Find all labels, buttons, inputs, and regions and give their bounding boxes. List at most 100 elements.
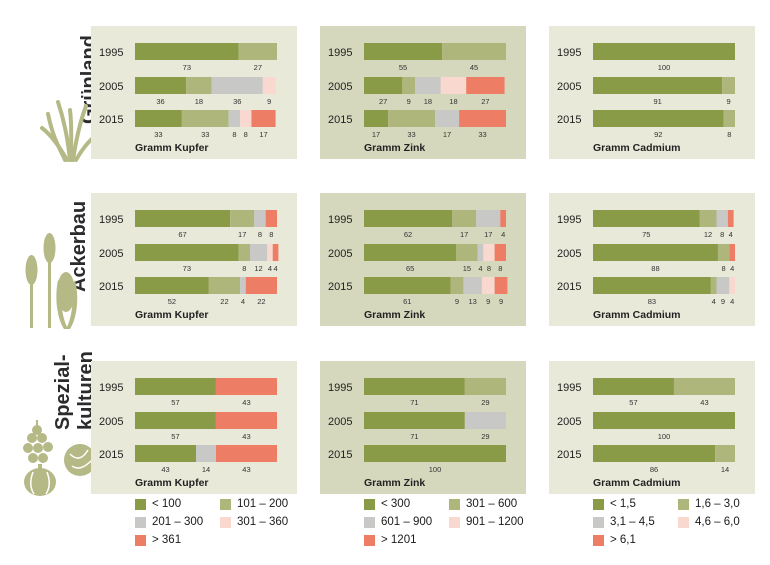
data-label: 65 <box>406 264 414 273</box>
data-label: 12 <box>704 230 712 239</box>
chart-panel: 1995 62 17 17 4 2005 65 15 4 8 8 2015 61 9 13 9 9 Gramm Z… <box>320 193 526 326</box>
data-label: 18 <box>195 97 203 106</box>
data-label: 17 <box>259 130 267 139</box>
year-label: 2005 <box>557 416 581 428</box>
legend-cadmium: < 1,5 1,6 – 3,0 3,1 – 4,5 4,6 – 6,0 > 6,1 <box>593 498 763 558</box>
data-label: 29 <box>481 398 489 407</box>
legend-label: 101 – 200 <box>237 498 289 510</box>
bar-segment <box>481 277 495 294</box>
legend-kupfer: < 100 101 – 200 201 – 300 301 – 360 > 361 <box>135 498 305 558</box>
bar-segment <box>494 244 506 261</box>
bar-segment <box>364 210 453 227</box>
bar-segment <box>267 244 273 261</box>
legend-item: 301 – 600 <box>449 498 517 510</box>
bar-segment <box>593 43 735 60</box>
data-label: 17 <box>372 130 380 139</box>
bar-segment <box>593 445 716 462</box>
bar-segment <box>722 77 735 94</box>
legend-label: 4,6 – 6,0 <box>695 516 740 528</box>
bar-segment <box>230 210 255 227</box>
chart-svg: 1995 100 2005 91 9 2015 92 8 Gramm Cadmium <box>549 26 755 159</box>
bar-segment <box>727 210 734 227</box>
year-label: 2005 <box>328 81 352 93</box>
bar-segment <box>251 110 276 127</box>
data-label: 100 <box>429 465 442 474</box>
data-label: 55 <box>399 63 407 72</box>
bar-segment <box>593 77 723 94</box>
bar-segment <box>196 445 216 462</box>
legend-swatch <box>678 516 689 528</box>
bar-segment <box>716 210 728 227</box>
legend-item: < 100 <box>135 498 181 510</box>
legend-label: 1,6 – 3,0 <box>695 498 740 510</box>
data-label: 33 <box>478 130 486 139</box>
bar-segment <box>135 378 216 395</box>
data-label: 43 <box>242 398 250 407</box>
data-label: 86 <box>650 465 658 474</box>
data-label: 9 <box>267 97 271 106</box>
chart-svg: 1995 57 43 2005 57 43 2015 43 14 43 Gramm Kupfer <box>91 361 297 494</box>
year-label: 2005 <box>99 81 123 93</box>
data-label: 4 <box>273 264 277 273</box>
bar-segment <box>215 412 277 429</box>
bar-segment <box>593 110 724 127</box>
data-label: 88 <box>651 264 659 273</box>
chart-panel: 1995 67 17 8 8 2005 73 8 12 4 4 2015 52 22 4 22 Gramm Ku… <box>91 193 297 326</box>
bar-segment <box>135 412 216 429</box>
data-label: 52 <box>168 297 176 306</box>
bar-segment <box>463 277 482 294</box>
data-label: 75 <box>642 230 650 239</box>
legend-item: 4,6 – 6,0 <box>678 516 740 528</box>
bar-segment <box>452 210 477 227</box>
year-label: 1995 <box>557 382 581 394</box>
data-label: 8 <box>232 130 236 139</box>
chart-panel: 1995 57 43 2005 100 2015 86 14 Gramm Cadmium <box>549 361 755 494</box>
chart-title: Gramm Cadmium <box>593 142 681 154</box>
year-label: 2005 <box>557 248 581 260</box>
data-label: 18 <box>424 97 432 106</box>
chart-title: Gramm Kupfer <box>135 309 209 321</box>
bar-segment <box>729 277 735 294</box>
legend-label: 3,1 – 4,5 <box>610 516 655 528</box>
legend-item: > 6,1 <box>593 534 636 546</box>
year-label: 1995 <box>99 214 123 226</box>
bar-segment <box>464 378 506 395</box>
chart-title: Gramm Cadmium <box>593 477 681 489</box>
bar-segment <box>402 77 416 94</box>
data-label: 73 <box>183 63 191 72</box>
data-label: 4 <box>241 297 245 306</box>
legend-swatch <box>220 498 231 510</box>
bar-segment <box>364 412 465 429</box>
legend-label: 301 – 360 <box>237 516 289 528</box>
bar-segment <box>228 110 241 127</box>
data-label: 36 <box>233 97 241 106</box>
data-label: 29 <box>481 432 489 441</box>
data-label: 18 <box>449 97 457 106</box>
data-label: 9 <box>721 297 725 306</box>
data-label: 9 <box>455 297 459 306</box>
legend-item: 201 – 300 <box>135 516 203 528</box>
year-label: 1995 <box>328 47 352 59</box>
data-label: 27 <box>481 97 489 106</box>
legend-swatch <box>135 498 146 510</box>
data-label: 27 <box>254 63 262 72</box>
data-label: 45 <box>470 63 478 72</box>
data-label: 9 <box>499 297 503 306</box>
year-label: 2015 <box>99 114 123 126</box>
legend-label: 901 – 1200 <box>466 516 524 528</box>
legend-item: 101 – 200 <box>220 498 288 510</box>
chart-svg: 1995 73 27 2005 36 18 36 9 2015 33 33 8 8 17 Gramm Kup… <box>91 26 297 159</box>
data-label: 4 <box>712 297 716 306</box>
bar-segment <box>364 244 457 261</box>
bar-segment <box>442 43 506 60</box>
legend-swatch <box>364 534 375 546</box>
bar-segment <box>710 277 717 294</box>
legend-swatch <box>449 498 460 510</box>
data-label: 43 <box>161 465 169 474</box>
data-label: 17 <box>443 130 451 139</box>
bar-segment <box>440 77 467 94</box>
data-label: 36 <box>156 97 164 106</box>
bar-segment <box>181 110 229 127</box>
legend-item: < 1,5 <box>593 498 636 510</box>
